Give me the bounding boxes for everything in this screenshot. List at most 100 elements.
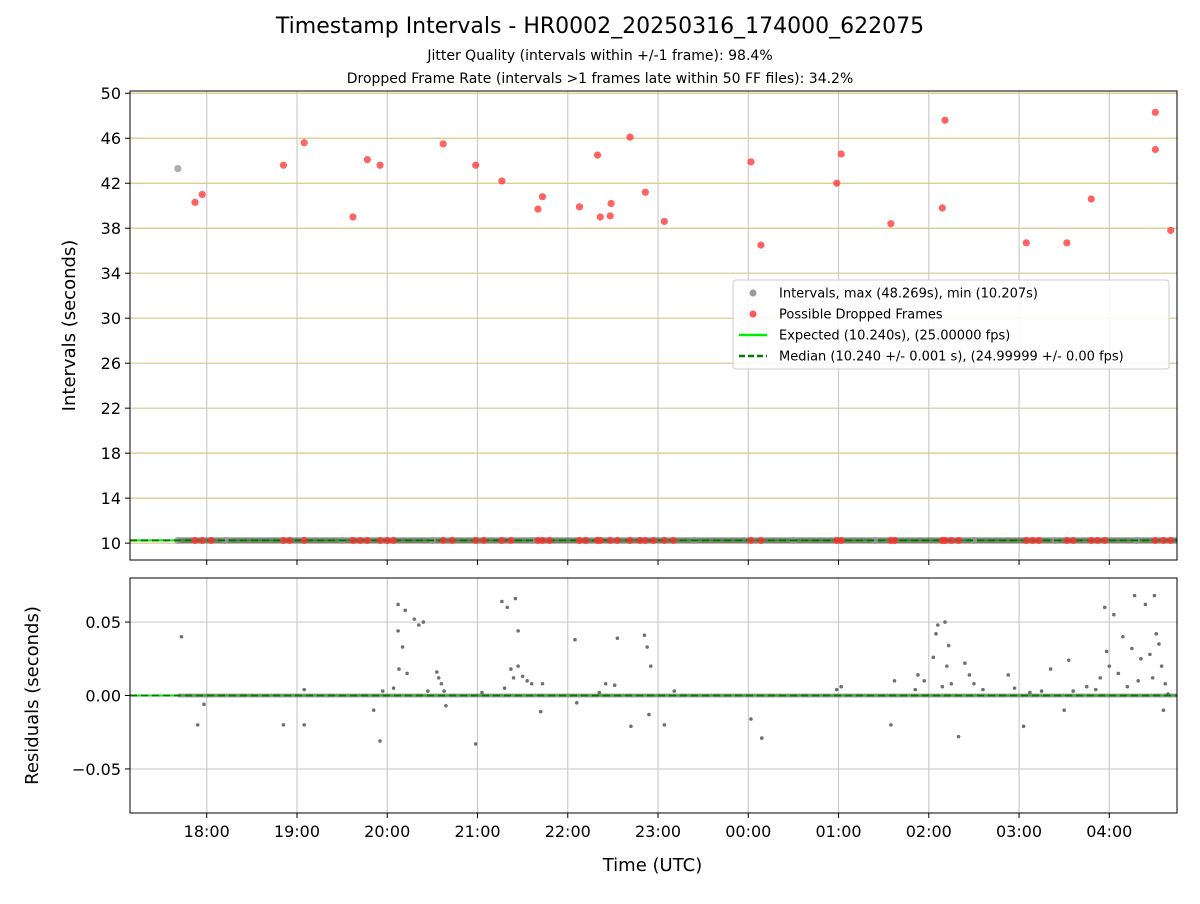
interval-point bbox=[871, 536, 879, 545]
residual-point bbox=[1028, 690, 1032, 695]
dropped-frame-point bbox=[507, 536, 515, 545]
y-tick-label: 10 bbox=[101, 534, 121, 553]
residual-point bbox=[574, 701, 579, 705]
residual-point bbox=[405, 671, 409, 676]
residual-point bbox=[378, 739, 382, 743]
dropped-frame-point bbox=[1028, 536, 1037, 545]
dropped-frame-point bbox=[279, 536, 288, 545]
dropped-frame-point bbox=[1151, 145, 1159, 154]
dropped-frame-point bbox=[363, 536, 371, 545]
legend-label: Possible Dropped Frames bbox=[779, 308, 943, 323]
dropped-frame-point bbox=[448, 536, 456, 545]
x-tick-label: 02:00 bbox=[906, 822, 952, 841]
residual-point bbox=[945, 664, 949, 668]
x-tick-label: 22:00 bbox=[545, 822, 591, 841]
chart-subtitle-dropped: Dropped Frame Rate (intervals >1 frames … bbox=[346, 71, 854, 87]
dropped-frame-point bbox=[837, 536, 845, 545]
residual-point bbox=[179, 634, 184, 639]
residual-point bbox=[642, 633, 647, 638]
dropped-frame-point bbox=[833, 179, 841, 187]
residual-point bbox=[749, 717, 753, 721]
residuals-panel: 18:00 19:00 20:00 21:00 22:00 23:00 00:00 01:00… bbox=[22, 577, 1178, 876]
residual-point bbox=[1152, 593, 1157, 598]
dropped-frame-point bbox=[641, 188, 649, 196]
residual-point bbox=[436, 676, 441, 680]
residual-point bbox=[949, 681, 954, 686]
dropped-frame-point bbox=[660, 536, 668, 545]
residual-point bbox=[913, 687, 918, 692]
intervals-y-axis-label: Intervals (seconds) bbox=[59, 240, 80, 412]
interval-point bbox=[970, 536, 978, 545]
residual-point bbox=[435, 670, 439, 674]
dropped-frame-point bbox=[1087, 536, 1095, 545]
dropped-frame-point bbox=[1063, 536, 1071, 545]
residual-point bbox=[505, 605, 510, 610]
residual-point bbox=[439, 681, 444, 686]
residual-point bbox=[417, 623, 421, 627]
dropped-frame-point bbox=[626, 133, 634, 141]
dropped-frame-point bbox=[575, 203, 584, 211]
x-tick-label: 20:00 bbox=[364, 822, 410, 841]
residual-point bbox=[1006, 673, 1011, 677]
dropped-frame-point bbox=[1167, 226, 1175, 235]
legend: Intervals, max (48.269s), min (10.207s) P… bbox=[732, 279, 1170, 370]
residual-point bbox=[1102, 605, 1107, 610]
dropped-frame-point bbox=[1022, 536, 1030, 545]
dropped-frame-point bbox=[498, 536, 506, 545]
residual-point bbox=[834, 687, 839, 692]
legend-label: Intervals, max (48.269s), min (10.207s) bbox=[779, 287, 1038, 302]
residual-point bbox=[400, 645, 405, 649]
y-tick-label: 0.05 bbox=[85, 613, 121, 632]
dropped-frame-point bbox=[207, 536, 215, 545]
dropped-frame-point bbox=[349, 213, 357, 221]
residual-point bbox=[922, 679, 927, 683]
residual-point bbox=[403, 608, 408, 613]
dropped-frame-point bbox=[286, 536, 294, 545]
residual-point bbox=[1084, 684, 1089, 689]
x-tick-label: 01:00 bbox=[815, 822, 861, 841]
dropped-frame-point bbox=[439, 536, 447, 545]
residual-point bbox=[1148, 652, 1152, 657]
dropped-frame-point bbox=[1063, 239, 1071, 247]
residual-point bbox=[940, 684, 945, 689]
dropped-frame-point bbox=[538, 536, 547, 545]
y-tick-label: 34 bbox=[101, 264, 121, 283]
residual-point bbox=[421, 620, 426, 624]
dropped-frame-point bbox=[279, 161, 288, 169]
dropped-frame-point bbox=[376, 161, 384, 169]
dropped-frame-point bbox=[1022, 239, 1030, 247]
dropped-frame-point bbox=[636, 536, 644, 545]
dropped-frame-point bbox=[613, 536, 621, 545]
y-tick-label: 30 bbox=[101, 309, 121, 328]
residual-point bbox=[1157, 642, 1161, 646]
residual-point bbox=[615, 636, 620, 641]
residual-point bbox=[540, 681, 545, 686]
residual-point bbox=[302, 723, 306, 727]
residual-point bbox=[672, 689, 677, 693]
dropped-frame-point bbox=[1035, 536, 1043, 545]
residual-point bbox=[1143, 602, 1148, 607]
residual-point bbox=[511, 676, 516, 680]
residual-point bbox=[1121, 634, 1125, 639]
residual-point bbox=[444, 703, 448, 708]
residual-point bbox=[500, 599, 504, 604]
dropped-frame-point bbox=[383, 536, 391, 545]
residual-point bbox=[936, 623, 940, 627]
residual-point bbox=[281, 723, 286, 727]
intervals-panel: 10 14 18 22 26 30 34 38 42 46 50 Intervals (seconds… bbox=[59, 84, 1178, 565]
dropped-frame-point bbox=[534, 205, 542, 213]
dropped-frame-point bbox=[546, 536, 554, 545]
residual-point bbox=[573, 637, 577, 642]
residual-point bbox=[612, 683, 617, 688]
residual-point bbox=[473, 742, 478, 746]
residual-point bbox=[972, 681, 976, 686]
dropped-frame-point bbox=[439, 140, 447, 148]
dropped-frame-point bbox=[941, 536, 949, 545]
dropped-frame-point bbox=[191, 198, 199, 206]
residual-point bbox=[412, 617, 417, 621]
dropped-frame-point bbox=[498, 177, 506, 185]
residual-point bbox=[760, 736, 764, 740]
residual-point bbox=[1093, 687, 1098, 692]
